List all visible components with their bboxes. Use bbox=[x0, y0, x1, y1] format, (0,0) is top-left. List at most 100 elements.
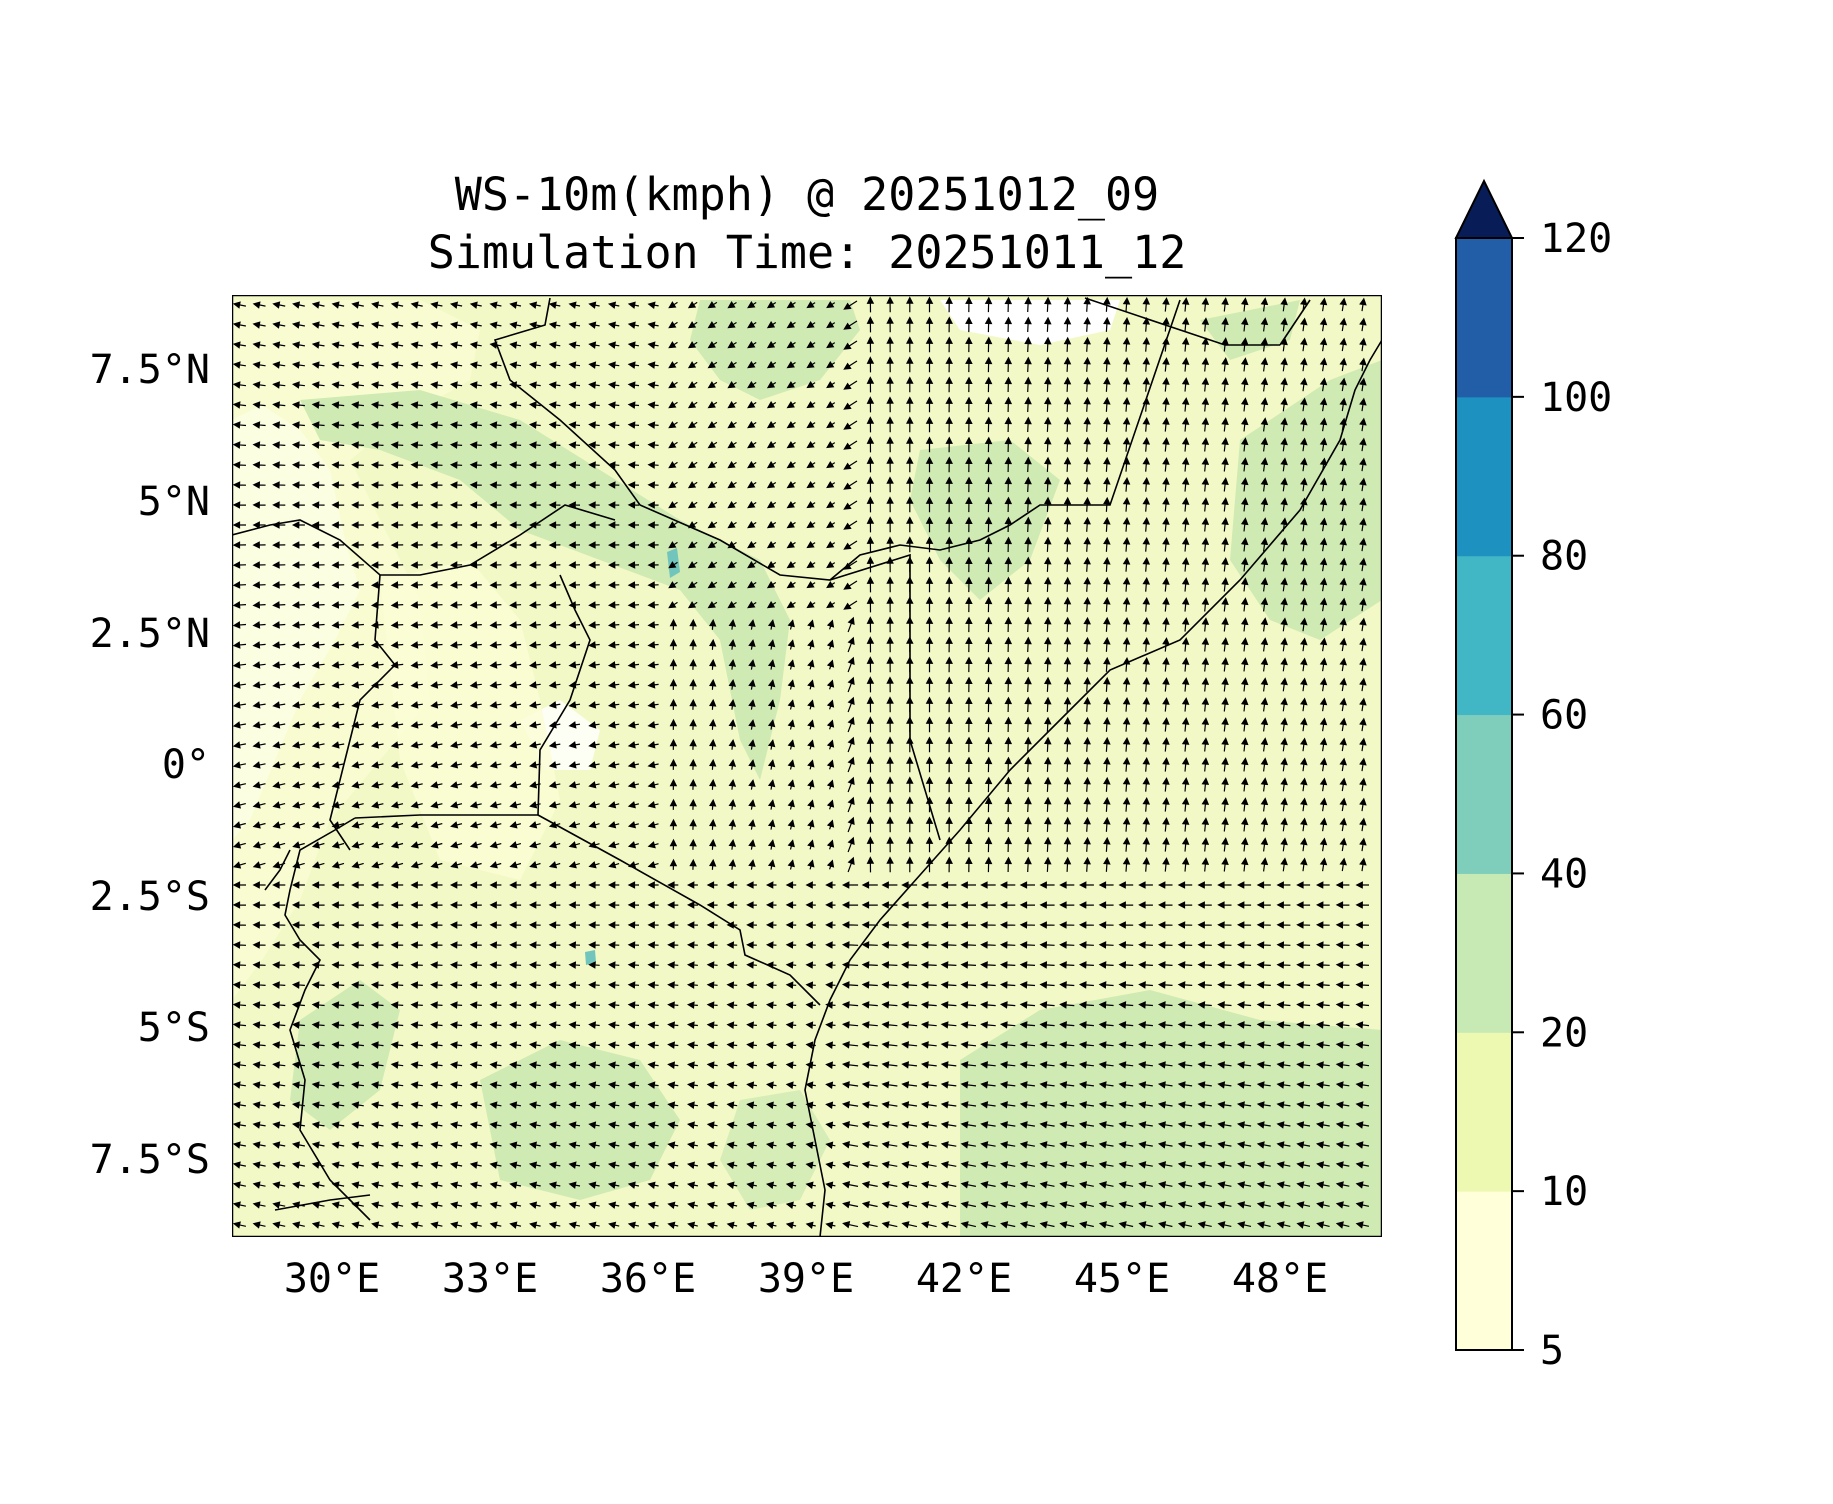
wind-arrow bbox=[627, 641, 640, 649]
wind-arrow bbox=[826, 340, 836, 349]
wind-arrow bbox=[1004, 596, 1013, 613]
wind-arrow bbox=[627, 561, 640, 569]
wind-arrow bbox=[925, 296, 934, 313]
wind-arrow bbox=[509, 1081, 522, 1089]
wind-arrow bbox=[901, 1001, 918, 1009]
wind-arrow bbox=[1103, 836, 1111, 852]
wind-arrow bbox=[627, 341, 639, 349]
wind-arrow bbox=[331, 1161, 345, 1169]
wind-arrow bbox=[1083, 456, 1091, 472]
wind-arrow bbox=[726, 1221, 738, 1229]
wind-arrow bbox=[727, 441, 737, 449]
wind-arrow bbox=[1059, 1061, 1075, 1069]
wind-arrow bbox=[232, 881, 246, 889]
wind-arrow bbox=[1118, 881, 1134, 889]
wind-arrow bbox=[886, 856, 894, 873]
wind-arrow bbox=[647, 741, 659, 749]
wind-arrow bbox=[469, 881, 482, 889]
wind-arrow bbox=[706, 1181, 718, 1189]
wind-arrow bbox=[410, 741, 423, 749]
wind-arrow bbox=[826, 520, 836, 529]
wind-arrow bbox=[489, 681, 502, 689]
wind-arrow bbox=[331, 1141, 345, 1149]
wind-arrow bbox=[1118, 941, 1134, 949]
wind-arrow bbox=[786, 581, 796, 589]
wind-arrow bbox=[509, 781, 522, 789]
wind-arrow bbox=[272, 381, 286, 389]
wind-arrow bbox=[707, 541, 718, 549]
wind-arrow bbox=[390, 1201, 404, 1209]
wind-arrow bbox=[687, 1101, 698, 1109]
wind-arrow bbox=[1024, 516, 1032, 533]
wind-arrow bbox=[390, 561, 404, 569]
wind-arrow bbox=[588, 1161, 600, 1169]
wind-arrow bbox=[1359, 517, 1367, 532]
wind-arrow bbox=[390, 821, 404, 829]
wind-arrow bbox=[449, 881, 463, 889]
wind-arrow bbox=[469, 381, 482, 389]
wind-arrow bbox=[548, 321, 561, 329]
wind-arrow bbox=[1315, 1101, 1330, 1109]
wind-arrow bbox=[805, 941, 816, 949]
wind-arrow bbox=[1059, 1101, 1075, 1109]
wind-arrow bbox=[1118, 1141, 1134, 1149]
wind-arrow bbox=[1157, 901, 1173, 909]
wind-arrow bbox=[925, 576, 934, 593]
y-axis-ticks: 7.5°N 5°N 2.5°N 0° 2.5°S 5°S 7.5°S bbox=[90, 347, 210, 1183]
wind-arrow bbox=[1236, 961, 1252, 969]
wind-arrow bbox=[901, 1121, 918, 1129]
wind-arrow bbox=[1300, 617, 1308, 632]
wind-arrow bbox=[1162, 797, 1170, 812]
wind-arrow bbox=[252, 961, 266, 969]
wind-arrow bbox=[509, 441, 522, 449]
wind-arrow bbox=[1256, 901, 1271, 909]
wind-arrow bbox=[1142, 416, 1151, 432]
wind-arrow bbox=[627, 321, 640, 329]
wind-arrow bbox=[390, 421, 404, 429]
wind-arrow bbox=[548, 921, 561, 929]
wind-arrow bbox=[311, 1101, 325, 1109]
wind-arrow bbox=[430, 501, 443, 509]
wind-arrow bbox=[1083, 796, 1091, 812]
wind-arrow bbox=[410, 601, 423, 609]
wind-arrow bbox=[390, 381, 404, 389]
wind-arrow bbox=[568, 901, 581, 909]
wind-arrow bbox=[766, 1221, 777, 1229]
wind-arrow bbox=[509, 521, 522, 529]
wind-arrow bbox=[881, 1121, 898, 1129]
wind-arrow bbox=[668, 361, 678, 369]
wind-arrow bbox=[881, 1001, 898, 1009]
wind-arrow bbox=[390, 841, 404, 849]
wind-arrow bbox=[370, 541, 384, 549]
wind-arrow bbox=[607, 601, 620, 609]
wind-arrow bbox=[410, 581, 423, 589]
wind-arrow bbox=[430, 361, 443, 369]
wind-arrow bbox=[232, 821, 246, 829]
wind-arrow bbox=[847, 676, 855, 693]
wind-arrow bbox=[1004, 796, 1013, 813]
wind-arrow bbox=[1300, 717, 1308, 732]
wind-arrow bbox=[785, 1041, 797, 1049]
wind-arrow bbox=[627, 921, 640, 929]
wind-arrow bbox=[1063, 396, 1072, 412]
wind-arrow bbox=[1197, 1121, 1212, 1129]
wind-arrow bbox=[430, 701, 443, 709]
wind-arrow bbox=[945, 556, 953, 573]
wind-arrow bbox=[1359, 357, 1367, 372]
wind-arrow bbox=[370, 921, 384, 929]
wind-arrow bbox=[669, 718, 678, 730]
wind-arrow bbox=[920, 1061, 937, 1069]
wind-arrow bbox=[866, 316, 875, 333]
wind-arrow bbox=[509, 921, 522, 929]
wind-arrow bbox=[351, 961, 364, 969]
wind-arrow bbox=[1118, 1021, 1134, 1029]
wind-arrow bbox=[920, 981, 937, 989]
wind-arrow bbox=[1039, 1061, 1055, 1069]
wind-arrow bbox=[647, 780, 659, 789]
wind-arrow bbox=[370, 361, 384, 369]
wind-arrow bbox=[1118, 1121, 1134, 1129]
wind-arrow bbox=[668, 381, 678, 389]
wind-arrow bbox=[1004, 616, 1013, 633]
wind-arrow bbox=[1019, 1121, 1035, 1129]
wind-arrow bbox=[252, 321, 266, 329]
